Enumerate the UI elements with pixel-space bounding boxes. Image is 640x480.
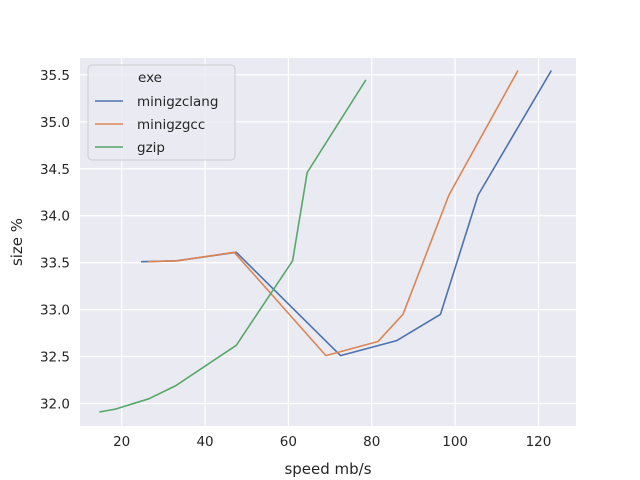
legend: exe minigzclang minigzgcc gzip [87,64,236,161]
y-tick-label: 34.5 [40,162,70,178]
x-tick-label: 60 [280,434,297,450]
y-tick-label: 32.5 [40,350,70,366]
y-axis-ticks: 32.0 32.5 33.0 33.5 34.0 34.5 35.0 35.5 [40,68,70,413]
legend-box [87,64,236,161]
y-tick-label: 35.0 [40,115,70,131]
x-tick-label: 120 [526,434,552,450]
y-axis-label: size % [8,218,26,266]
y-tick-label: 33.5 [40,256,70,272]
x-axis-label: speed mb/s [284,460,371,478]
y-tick-label: 35.5 [40,68,70,84]
legend-label-minigzgcc: minigzgcc [137,117,205,133]
x-tick-label: 40 [196,434,213,450]
series-line-gzip [99,79,367,413]
x-tick-label: 100 [442,434,468,450]
y-tick-label: 33.0 [40,303,70,319]
x-tick-label: 20 [113,434,130,450]
legend-title: exe [138,70,162,86]
legend-entries: minigzclang minigzgcc gzip [95,94,218,156]
y-tick-label: 34.0 [40,209,70,225]
legend-label-gzip: gzip [137,140,165,156]
series-lines [99,70,552,413]
legend-label-minigzclang: minigzclang [137,94,218,110]
x-tick-label: 80 [363,434,380,450]
x-axis-ticks: 20 40 60 80 100 120 [113,434,551,450]
series-line-minigzgcc [148,70,519,357]
y-tick-label: 32.0 [40,396,70,412]
